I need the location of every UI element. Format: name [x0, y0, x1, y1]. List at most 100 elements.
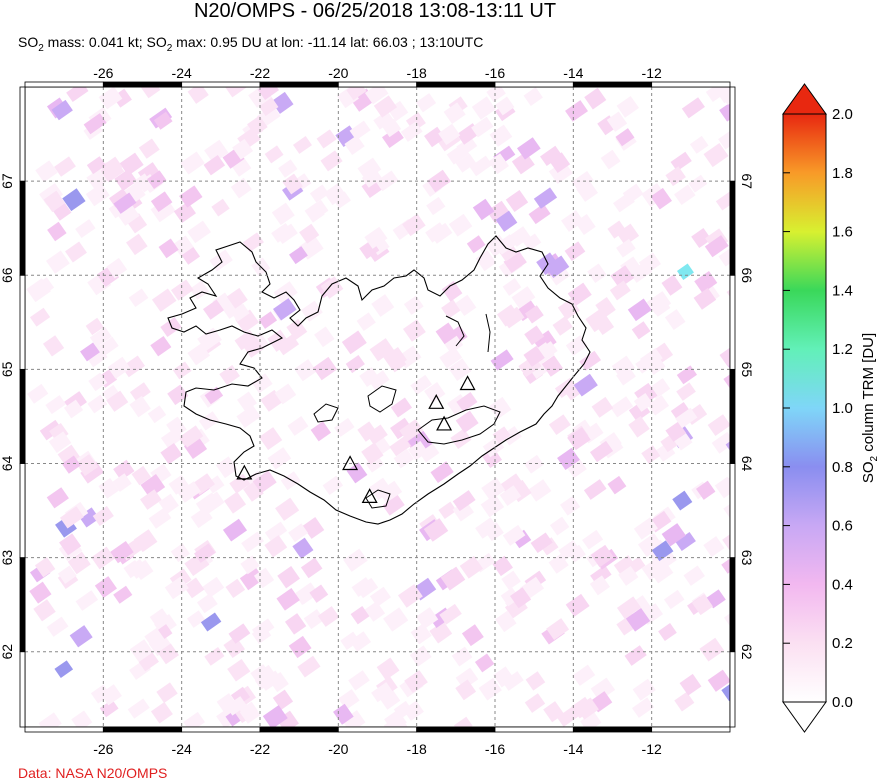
colorbar-tick-label: 1.4 — [832, 282, 853, 299]
so2-pixel — [117, 205, 140, 226]
so2-pixel — [624, 645, 647, 666]
so2-pixel — [203, 154, 226, 176]
so2-pixel — [333, 191, 351, 209]
so2-pixel — [523, 87, 543, 106]
so2-pixel — [572, 664, 596, 686]
so2-pixel — [317, 606, 340, 627]
frame-lon-bar — [494, 726, 574, 733]
so2-pixel — [216, 693, 237, 713]
so2-pixel — [693, 287, 717, 310]
so2-pixel — [393, 700, 413, 719]
so2-pixel — [613, 555, 635, 575]
so2-pixel — [631, 595, 652, 617]
so2-pixel — [128, 288, 149, 308]
so2-pixel — [383, 346, 407, 371]
so2-pixel — [280, 471, 301, 491]
so2-pixel — [75, 454, 99, 477]
so2-pixel — [647, 395, 670, 416]
frame-lat-bar — [19, 274, 26, 370]
so2-pixel — [448, 213, 473, 237]
so2-pixel — [694, 270, 718, 294]
lon-tick-label: -22 — [250, 65, 270, 81]
frame-lon-bar — [259, 81, 339, 88]
frame-lon-bar — [102, 726, 183, 733]
so2-pixel — [373, 110, 394, 130]
so2-pixel — [251, 373, 273, 394]
so2-pixel — [674, 184, 696, 206]
so2-pixel — [456, 136, 478, 157]
so2-pixel — [407, 440, 428, 461]
so2-pixel — [278, 159, 298, 178]
so2-pixel — [33, 599, 56, 622]
so2-pixel — [114, 168, 138, 192]
so2-pixel — [80, 461, 104, 484]
so2-pixel — [85, 317, 104, 336]
frame-lon-bar — [416, 726, 496, 733]
so2-pixel — [54, 660, 74, 678]
so2-pixel — [35, 160, 58, 183]
so2-pixel — [149, 608, 171, 629]
so2-pixel — [575, 697, 599, 720]
so2-pixel — [590, 677, 616, 701]
so2-pixel — [100, 684, 122, 706]
so2-pixel — [415, 607, 439, 630]
so2-pixel — [322, 475, 344, 496]
so2-pixel — [258, 311, 278, 329]
so2-pixel — [87, 394, 108, 414]
lat-tick-label: 66 — [0, 267, 15, 283]
so2-pixel — [683, 565, 705, 586]
colorbar-label: SO2 column TRM [DU] — [860, 333, 880, 483]
so2-pixel — [316, 129, 337, 149]
so2-pixel — [615, 128, 635, 147]
so2-pixel — [240, 555, 260, 575]
so2-pixel — [711, 431, 730, 454]
so2-pixel — [675, 407, 698, 429]
so2-pixel — [707, 669, 730, 692]
so2-pixel — [225, 696, 247, 716]
so2-pixel — [415, 93, 437, 113]
so2-pixel — [195, 492, 219, 514]
so2-pixel — [719, 87, 730, 106]
so2-pixel — [472, 198, 495, 221]
lon-tick-label: -12 — [642, 741, 662, 757]
so2-pixel — [366, 424, 388, 445]
so2-pixel — [616, 223, 640, 246]
so2-pixel — [84, 344, 108, 368]
so2-pixel — [187, 87, 209, 104]
so2-pixel — [674, 691, 695, 712]
so2-pixel — [404, 670, 428, 693]
so2-pixel — [417, 440, 440, 463]
so2-pixel — [66, 87, 89, 103]
so2-pixel — [403, 319, 426, 342]
so2-pixel — [150, 702, 173, 724]
so2-pixel — [452, 500, 474, 522]
so2-pixel — [168, 474, 190, 495]
so2-pixel — [157, 643, 179, 665]
so2-pixel — [150, 191, 173, 212]
so2-pixel — [211, 198, 230, 217]
so2-pixel — [323, 183, 347, 206]
lat-tick-label: 63 — [739, 550, 755, 566]
so2-pixel — [346, 87, 367, 101]
so2-pixel — [565, 335, 588, 356]
so2-pixel — [300, 300, 323, 322]
so2-pixel — [622, 183, 644, 204]
so2-pixel — [113, 459, 135, 481]
frame-lon-bar — [416, 81, 496, 88]
so2-pixel — [177, 481, 201, 503]
so2-pixel — [187, 343, 211, 366]
colorbar-tick-label: 0.4 — [832, 576, 853, 593]
so2-pixel — [390, 397, 413, 418]
colorbar-overflow-arrow — [782, 83, 827, 115]
so2-pixel — [140, 489, 162, 510]
colorbar: 0.0 0.2 0.4 0.6 0.8 1.0 1.2 1.4 1.6 1.8 2.0 SO2 co… — [782, 83, 880, 733]
so2-pixel — [486, 200, 511, 224]
so2-pixel — [441, 299, 461, 319]
so2-pixel — [259, 427, 283, 450]
so2-pixel — [148, 633, 173, 657]
so2-pixel — [651, 540, 674, 562]
so2-pixel — [132, 173, 152, 192]
so2-pixel — [589, 440, 614, 463]
so2-pixel — [89, 326, 112, 348]
lat-tick-label: 65 — [739, 362, 755, 378]
